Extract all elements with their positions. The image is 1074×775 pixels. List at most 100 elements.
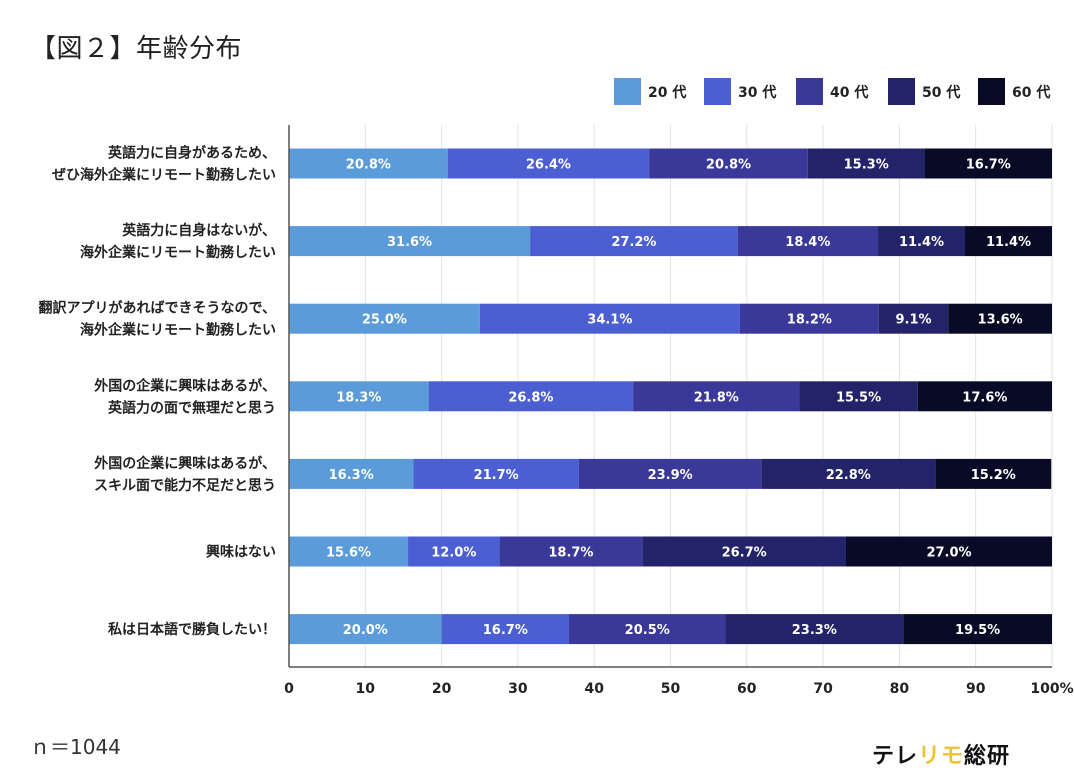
x-tick-label: 20 bbox=[432, 681, 452, 697]
bar-segment bbox=[428, 381, 634, 412]
data-label: 20.0% bbox=[343, 623, 388, 638]
bar-segment bbox=[935, 458, 1052, 489]
category-label: 英語力に自身はないが、 bbox=[121, 222, 276, 239]
x-tick-label: 80 bbox=[890, 681, 910, 697]
legend-label: 30 代 bbox=[738, 84, 776, 101]
category-label: 英語力の面で無理だと思う bbox=[107, 399, 276, 416]
bar-segment bbox=[878, 303, 949, 334]
x-tick-labels: 0 10 20 30 40 50 60 70 80 90 100% bbox=[284, 681, 1074, 697]
data-label: 26.7% bbox=[722, 546, 767, 561]
data-label: 21.8% bbox=[694, 390, 739, 405]
x-tick-label: 90 bbox=[966, 681, 986, 697]
brand-logo: テレリモ総研 bbox=[872, 738, 1010, 770]
category-label: スキル面で能力不足だと思う bbox=[94, 477, 276, 494]
data-label: 27.0% bbox=[926, 546, 971, 561]
bar-segment bbox=[965, 226, 1052, 257]
bar-segment bbox=[569, 614, 726, 645]
category-label: 海外企業にリモート勤務したい bbox=[80, 244, 276, 261]
data-label: 12.0% bbox=[431, 546, 476, 561]
bar-segment bbox=[878, 226, 966, 257]
chart-legend: 20 代 30 代 40 代 50 代 60 代 bbox=[614, 78, 1050, 105]
category-label: 英語力に自身があるため、 bbox=[107, 145, 276, 162]
legend-swatch bbox=[614, 78, 641, 105]
x-tick-label: 60 bbox=[737, 681, 757, 697]
data-label: 15.5% bbox=[836, 390, 881, 405]
legend-swatch bbox=[704, 78, 731, 105]
data-label: 15.3% bbox=[844, 158, 889, 173]
x-tick-label: 50 bbox=[661, 681, 681, 697]
data-label: 23.9% bbox=[648, 468, 693, 483]
brand-text-part1: テレ bbox=[872, 744, 919, 769]
data-label: 17.6% bbox=[962, 390, 1007, 405]
data-label: 18.3% bbox=[336, 390, 381, 405]
data-label: 26.4% bbox=[526, 158, 571, 173]
category-labels: 英語力に自身があるため、ぜひ海外企業にリモート勤務したい英語力に自身はないが、海… bbox=[39, 145, 276, 639]
bar-segment bbox=[737, 226, 879, 257]
category-label: 外国の企業に興味はあるが、 bbox=[94, 455, 276, 472]
bar-segment bbox=[447, 148, 650, 179]
data-label: 20.8% bbox=[706, 158, 751, 173]
category-label: 海外企業にリモート勤務したい bbox=[80, 322, 276, 339]
data-label: 11.4% bbox=[899, 235, 944, 250]
brand-text-part2: リモ bbox=[918, 744, 965, 769]
data-label: 20.8% bbox=[346, 158, 391, 173]
data-label: 11.4% bbox=[986, 235, 1031, 250]
data-label: 18.4% bbox=[785, 235, 830, 250]
legend-swatch bbox=[796, 78, 823, 105]
bar-segment bbox=[289, 303, 480, 334]
bar-segment bbox=[845, 536, 1052, 567]
sample-size-note: ｎ＝1044 bbox=[30, 735, 121, 759]
data-label: 21.7% bbox=[474, 468, 519, 483]
bar-segment bbox=[649, 148, 808, 179]
x-tick-label: 0 bbox=[284, 681, 294, 697]
data-label: 18.7% bbox=[548, 546, 593, 561]
bar-segment bbox=[917, 381, 1052, 412]
data-label: 20.5% bbox=[625, 623, 670, 638]
category-label: 外国の企業に興味はあるが、 bbox=[94, 377, 276, 394]
axes bbox=[288, 125, 1052, 668]
bar-segment bbox=[289, 148, 448, 179]
data-label: 22.8% bbox=[826, 468, 871, 483]
bar-segment bbox=[289, 381, 429, 412]
data-label: 25.0% bbox=[362, 313, 407, 328]
x-tick-label: 10 bbox=[356, 681, 376, 697]
bar-segment bbox=[761, 458, 936, 489]
bar-segment bbox=[441, 614, 570, 645]
bar-segment bbox=[289, 226, 531, 257]
data-label: 16.7% bbox=[483, 623, 528, 638]
bar-segment bbox=[499, 536, 643, 567]
data-label: 9.1% bbox=[895, 313, 931, 328]
category-label: 私は日本語で勝負したい！ bbox=[108, 621, 276, 638]
data-label: 15.6% bbox=[326, 546, 371, 561]
category-label: 興味はない bbox=[206, 545, 276, 561]
x-tick-label: 100% bbox=[1030, 681, 1073, 697]
x-tick-label: 70 bbox=[813, 681, 833, 697]
bar-segment bbox=[289, 614, 442, 645]
bars-group: 20.8% 26.4% 20.8% 15.3% 16.7% 31.6% 27.2% 18.4%… bbox=[289, 148, 1052, 645]
data-label: 27.2% bbox=[611, 235, 656, 250]
bar-segment bbox=[739, 303, 879, 334]
legend-label: 50 代 bbox=[922, 84, 960, 101]
data-label: 31.6% bbox=[387, 235, 432, 250]
bar-segment bbox=[948, 303, 1052, 334]
data-label: 34.1% bbox=[587, 313, 632, 328]
bar-segment bbox=[413, 458, 579, 489]
bar-segment bbox=[633, 381, 800, 412]
bar-segment bbox=[924, 148, 1052, 179]
bar-segment bbox=[289, 458, 414, 489]
category-label: ぜひ海外企業にリモート勤務したい bbox=[52, 167, 276, 184]
bar-segment bbox=[408, 536, 500, 567]
x-tick-label: 30 bbox=[508, 681, 528, 697]
bar-segment bbox=[530, 226, 738, 257]
bar-segment bbox=[725, 614, 904, 645]
legend-swatch bbox=[888, 78, 915, 105]
bar-segment bbox=[479, 303, 740, 334]
figure-title: 【図２】年齢分布 bbox=[30, 34, 243, 64]
bar-segment bbox=[807, 148, 925, 179]
bar-segment bbox=[578, 458, 762, 489]
data-label: 26.8% bbox=[508, 390, 553, 405]
data-label: 15.2% bbox=[971, 468, 1016, 483]
x-tick-label: 40 bbox=[584, 681, 604, 697]
brand-text-part3: 総研 bbox=[964, 744, 1011, 769]
